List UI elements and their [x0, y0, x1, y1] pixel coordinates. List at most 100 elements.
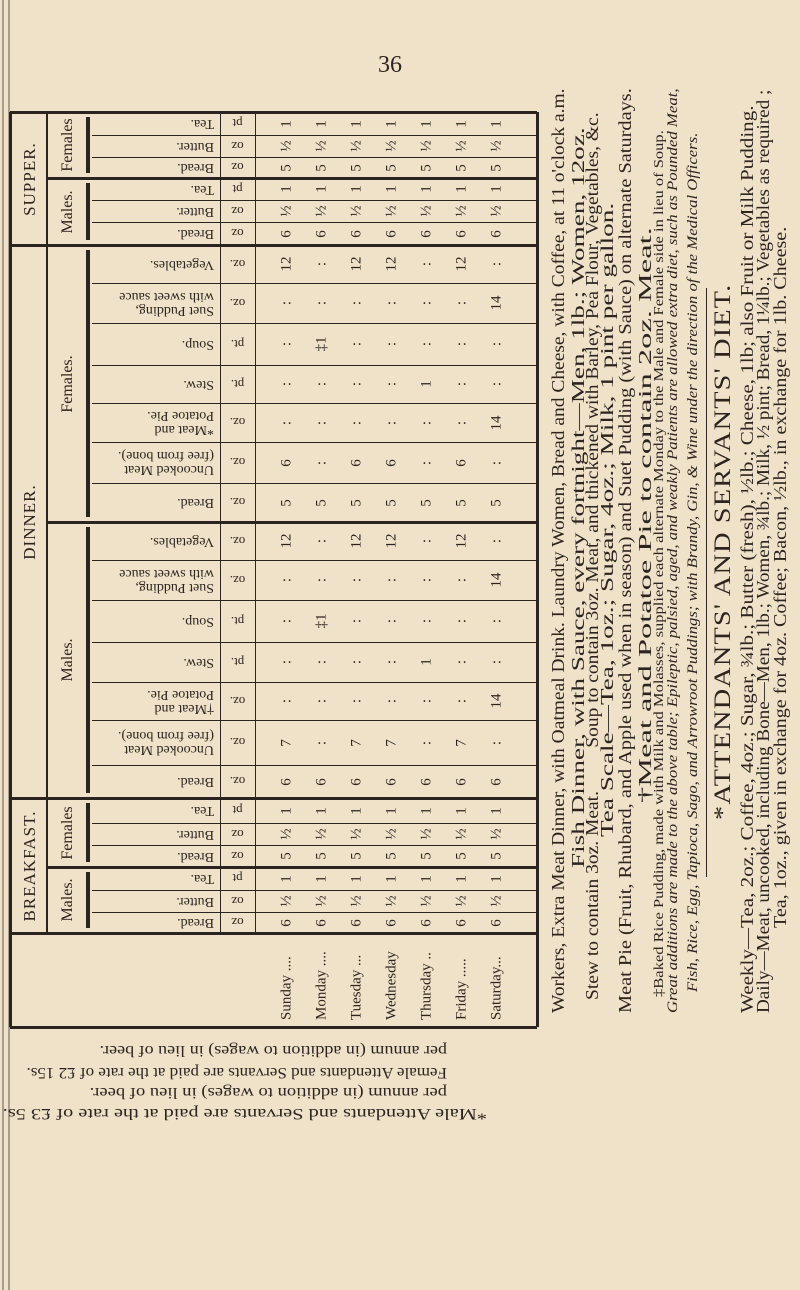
ration-value: ½ — [453, 205, 470, 217]
item-unit: oz. — [229, 774, 246, 790]
ration-value: 7 — [348, 738, 365, 747]
ration-value: 14 — [488, 295, 505, 311]
ration-value: 5 — [348, 852, 365, 860]
section-rule — [10, 243, 537, 247]
ration-value: : — [453, 618, 470, 624]
ration-value: 5 — [453, 163, 470, 172]
ration-value: ‡1 — [313, 613, 330, 629]
ration-value: 6 — [418, 777, 435, 786]
group-bar — [86, 117, 90, 173]
ration-value: 1 — [418, 380, 435, 388]
item-label: Vegetables. — [149, 257, 214, 272]
ration-value: ½ — [383, 205, 400, 217]
ration-value: : — [488, 460, 505, 465]
item-label: Bread. — [177, 915, 214, 931]
item-unit: pt — [232, 803, 243, 819]
item-unit: oz. — [229, 573, 246, 588]
item-label: Butter. — [176, 827, 214, 842]
item-label: Tea. — [190, 182, 214, 197]
ration-value: : — [313, 698, 330, 704]
ration-value: 6 — [453, 229, 470, 238]
ration-value: : — [453, 577, 470, 583]
day-label: Monday .... — [313, 951, 330, 1020]
sex-label: Females — [58, 118, 76, 172]
ration-value: : — [313, 420, 330, 425]
ration-value: ½ — [383, 140, 400, 152]
ration-value: 1 — [453, 806, 470, 815]
ration-value: 6 — [348, 777, 365, 786]
item-label: Bread. — [177, 849, 214, 864]
item-unit: oz. — [229, 495, 246, 511]
ration-value: : — [383, 659, 400, 665]
ration-value: ½ — [278, 895, 295, 907]
item-label: Butter. — [176, 894, 214, 909]
day-label: Tuesday ... — [348, 954, 365, 1020]
item-unit: oz. — [229, 455, 246, 471]
row-rule — [92, 681, 537, 683]
ration-value: : — [313, 538, 330, 544]
item-unit: oz. — [229, 296, 246, 311]
ration-value: 1 — [278, 806, 295, 815]
table-border — [10, 1025, 537, 1029]
day-label: Thursday .. — [418, 952, 435, 1020]
ration-value: ½ — [348, 895, 365, 907]
ration-value: ½ — [488, 140, 505, 152]
ration-value: : — [418, 460, 435, 465]
ration-value: ½ — [418, 895, 435, 907]
ration-value: : — [278, 420, 295, 425]
item-unit: oz — [231, 827, 244, 842]
ration-value: 1 — [418, 806, 435, 815]
table-border — [10, 110, 537, 114]
ration-value: 6 — [453, 918, 470, 927]
ration-value: 5 — [418, 163, 435, 172]
row-rule — [92, 822, 537, 824]
ration-value: : — [383, 698, 400, 704]
ration-value: 1 — [348, 874, 365, 883]
ration-value: 1 — [348, 806, 365, 815]
ration-value: 7 — [453, 738, 470, 747]
sex-label: Females. — [58, 354, 76, 413]
ration-value: : — [418, 261, 435, 267]
ration-value: 1 — [313, 874, 330, 883]
ration-value: : — [348, 420, 365, 425]
ration-value: 6 — [488, 918, 505, 927]
item-unit: oz — [231, 894, 244, 909]
ration-value: ½ — [453, 140, 470, 152]
ration-value: 6 — [453, 458, 470, 467]
attendants-heading: *ATTENDANTS' AND SERVANTS' DIET. — [710, 283, 735, 820]
item-unit: pt — [232, 182, 243, 197]
item-unit: pt. — [230, 337, 245, 352]
ration-value: 5 — [313, 163, 330, 172]
ration-value: 1 — [348, 185, 365, 193]
ration-value: 12 — [278, 533, 295, 549]
item-label: Stew. — [183, 655, 214, 670]
ration-value: 1 — [313, 119, 330, 128]
row-rule — [92, 402, 537, 404]
ration-value: : — [348, 341, 365, 347]
ration-value: : — [278, 341, 295, 347]
group-bar — [86, 250, 90, 517]
ration-value: 1 — [418, 658, 435, 666]
ration-value: 1 — [278, 119, 295, 128]
ration-value: ½ — [418, 828, 435, 840]
ration-value: : — [418, 300, 435, 306]
ration-value: : — [383, 381, 400, 387]
ration-value: : — [313, 261, 330, 267]
ration-value: 6 — [278, 918, 295, 927]
ration-value: : — [488, 261, 505, 267]
item-label: Bread. — [177, 495, 214, 511]
ration-value: 1 — [488, 185, 505, 193]
ration-value: : — [383, 300, 400, 306]
item-unit: pt. — [230, 655, 245, 670]
footnote-line: per annum (in addition to wages) in lieu… — [99, 1042, 447, 1059]
ration-value: 1 — [348, 119, 365, 128]
ration-value: 5 — [313, 498, 330, 507]
ration-value: : — [453, 420, 470, 425]
item-label: Soup. — [181, 337, 214, 352]
ration-value: 1 — [313, 806, 330, 815]
ration-value: ½ — [418, 205, 435, 217]
ration-value: 6 — [313, 918, 330, 927]
note-additions-1: Great additions are made to the above ta… — [665, 88, 681, 1013]
ration-value: : — [313, 460, 330, 465]
ration-value: 5 — [453, 852, 470, 860]
